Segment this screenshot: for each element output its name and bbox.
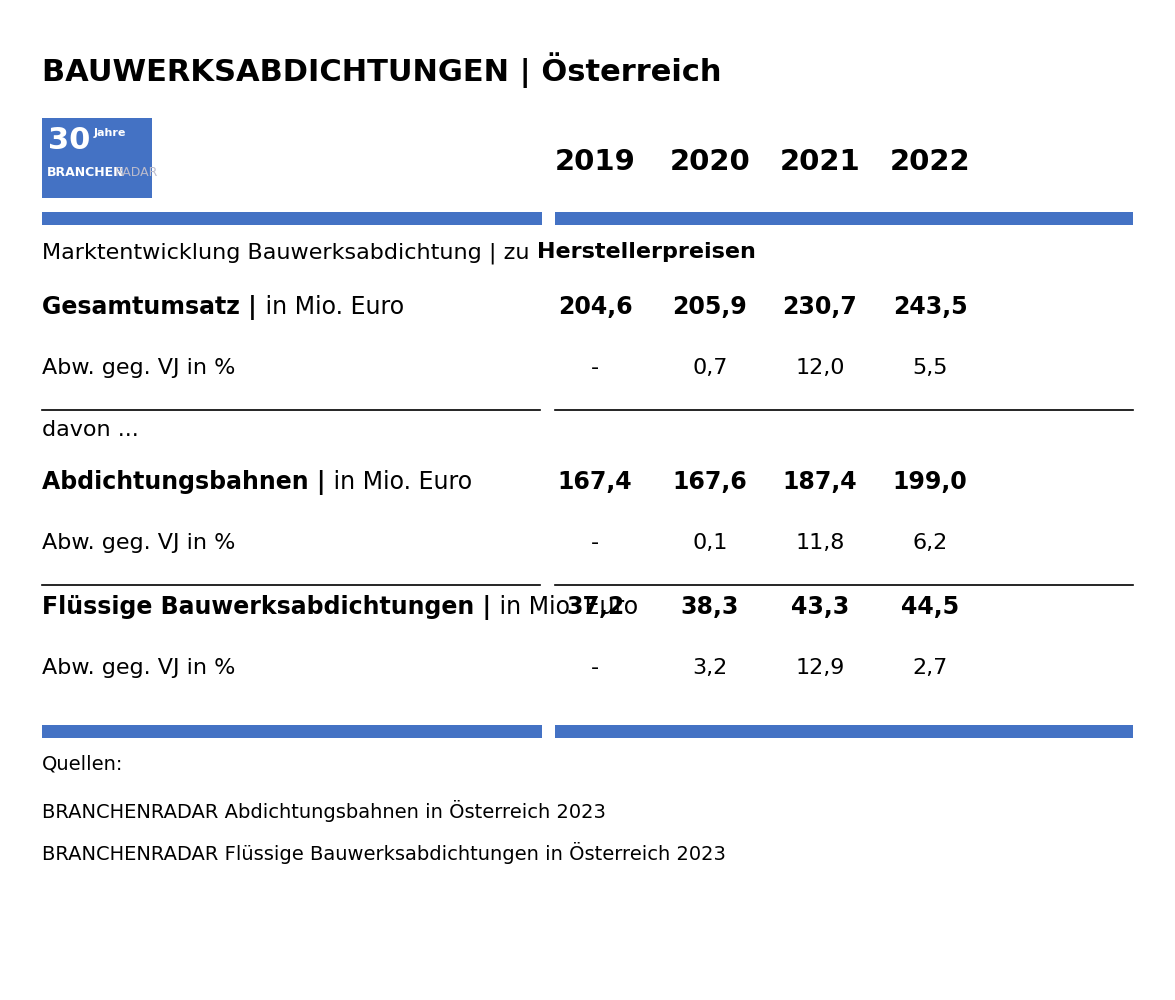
Text: 0,7: 0,7 xyxy=(692,358,727,378)
Text: 199,0: 199,0 xyxy=(893,470,967,494)
Text: davon ...: davon ... xyxy=(42,420,139,440)
Text: in Mio. Euro: in Mio. Euro xyxy=(492,595,638,619)
FancyBboxPatch shape xyxy=(42,118,152,198)
Text: 167,6: 167,6 xyxy=(672,470,747,494)
Text: 44,5: 44,5 xyxy=(901,595,959,619)
Text: BRANCHEN: BRANCHEN xyxy=(47,166,125,179)
Text: 3,2: 3,2 xyxy=(692,658,727,678)
Text: 30: 30 xyxy=(48,126,90,155)
Text: 204,6: 204,6 xyxy=(558,295,632,319)
Text: 2020: 2020 xyxy=(670,148,751,176)
Text: -: - xyxy=(591,358,599,378)
Text: Flüssige Bauwerksabdichtungen |: Flüssige Bauwerksabdichtungen | xyxy=(42,595,491,620)
Text: 11,8: 11,8 xyxy=(795,533,845,553)
FancyBboxPatch shape xyxy=(555,725,1133,738)
Text: 2021: 2021 xyxy=(780,148,860,176)
Text: 12,0: 12,0 xyxy=(795,358,845,378)
Text: 37,2: 37,2 xyxy=(566,595,624,619)
Text: in Mio. Euro: in Mio. Euro xyxy=(257,295,404,319)
Text: 6,2: 6,2 xyxy=(912,533,947,553)
Text: BRANCHENRADAR Abdichtungsbahnen in Österreich 2023: BRANCHENRADAR Abdichtungsbahnen in Öster… xyxy=(42,800,606,822)
Text: 2019: 2019 xyxy=(555,148,636,176)
Text: RADAR: RADAR xyxy=(115,166,159,179)
Text: Abdichtungsbahnen |: Abdichtungsbahnen | xyxy=(42,470,325,495)
Text: 38,3: 38,3 xyxy=(680,595,739,619)
Text: Gesamtumsatz |: Gesamtumsatz | xyxy=(42,295,257,320)
Text: BRANCHENRADAR Flüssige Bauwerksabdichtungen in Österreich 2023: BRANCHENRADAR Flüssige Bauwerksabdichtun… xyxy=(42,842,726,864)
Text: 167,4: 167,4 xyxy=(558,470,632,494)
Text: -: - xyxy=(591,658,599,678)
FancyBboxPatch shape xyxy=(42,725,542,738)
Text: Herstellerpreisen: Herstellerpreisen xyxy=(537,242,756,262)
Text: in Mio. Euro: in Mio. Euro xyxy=(327,470,472,494)
Text: Abw. geg. VJ in %: Abw. geg. VJ in % xyxy=(42,658,235,678)
Text: Abw. geg. VJ in %: Abw. geg. VJ in % xyxy=(42,358,235,378)
Text: 187,4: 187,4 xyxy=(783,470,858,494)
Text: 230,7: 230,7 xyxy=(783,295,858,319)
FancyBboxPatch shape xyxy=(42,212,542,225)
Text: 43,3: 43,3 xyxy=(791,595,850,619)
Text: Quellen:: Quellen: xyxy=(42,755,123,774)
Text: Jahre: Jahre xyxy=(94,128,127,138)
Text: 243,5: 243,5 xyxy=(893,295,967,319)
Text: BAUWERKSABDICHTUNGEN | Österreich: BAUWERKSABDICHTUNGEN | Österreich xyxy=(42,52,721,88)
Text: 2,7: 2,7 xyxy=(912,658,947,678)
FancyBboxPatch shape xyxy=(555,212,1133,225)
Text: -: - xyxy=(591,533,599,553)
Text: 0,1: 0,1 xyxy=(692,533,727,553)
Text: 12,9: 12,9 xyxy=(795,658,845,678)
Text: 5,5: 5,5 xyxy=(912,358,948,378)
Text: Marktentwicklung Bauwerksabdichtung | zu: Marktentwicklung Bauwerksabdichtung | zu xyxy=(42,242,537,263)
Text: 2022: 2022 xyxy=(889,148,971,176)
Text: Abw. geg. VJ in %: Abw. geg. VJ in % xyxy=(42,533,235,553)
Text: 205,9: 205,9 xyxy=(672,295,747,319)
